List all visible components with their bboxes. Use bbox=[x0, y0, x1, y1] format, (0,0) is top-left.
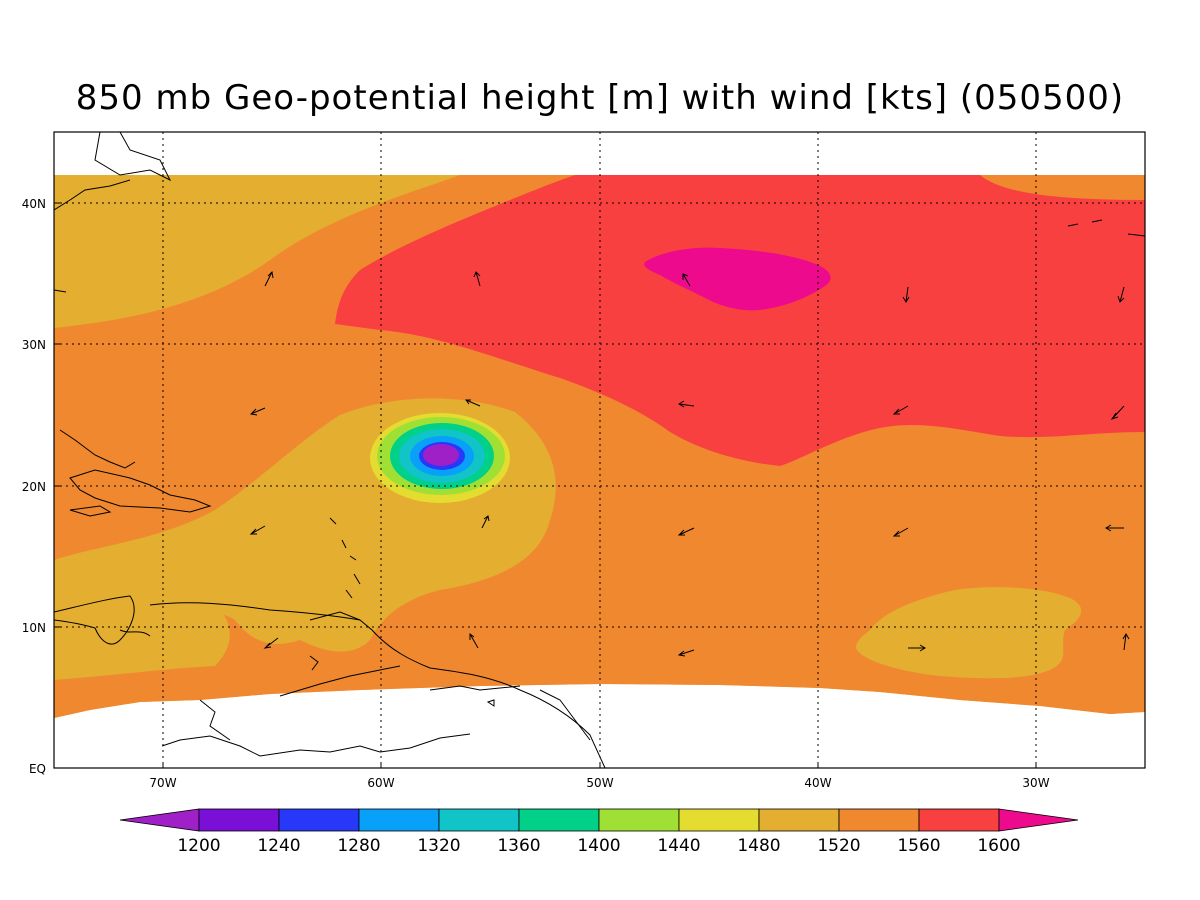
wind-vector bbox=[249, 525, 266, 535]
colorbar-level-label: 1520 bbox=[817, 836, 860, 856]
axis-ticks bbox=[54, 202, 1037, 768]
colorbar-over-triangle bbox=[998, 808, 1079, 832]
colorbar-labels: 1200 1240 1280 1320 1360 1400 1440 1480 1520 1560… bbox=[177, 836, 1020, 856]
wind-vector bbox=[473, 271, 481, 287]
wind-vector bbox=[908, 644, 926, 652]
wind-vector bbox=[1105, 524, 1124, 532]
wind-vector bbox=[263, 637, 279, 649]
colorbar-level-label: 1440 bbox=[657, 836, 700, 856]
graticule bbox=[54, 132, 1145, 768]
longitude-labels: 70W 60W 50W 40W 30W bbox=[149, 776, 1049, 790]
colorbar-swatch bbox=[918, 808, 1000, 832]
wind-vector bbox=[469, 633, 479, 649]
colorbar-swatch bbox=[358, 808, 440, 832]
wind-vector bbox=[465, 399, 481, 407]
lon-label: 60W bbox=[367, 776, 394, 790]
wind-vector bbox=[481, 515, 490, 529]
colorbar-swatch bbox=[598, 808, 680, 832]
coastlines bbox=[54, 132, 1145, 768]
band-1480-1520-east bbox=[856, 587, 1082, 679]
wind-vector bbox=[1117, 286, 1125, 303]
colorbar-level-label: 1480 bbox=[737, 836, 780, 856]
wind-vector bbox=[1122, 633, 1130, 651]
wind-vector bbox=[902, 286, 910, 303]
colorbar-swatch bbox=[438, 808, 520, 832]
wind-vector bbox=[1110, 405, 1125, 420]
colorbar-level-label: 1320 bbox=[417, 836, 460, 856]
colorbar-swatch bbox=[198, 808, 280, 832]
wind-vector bbox=[678, 400, 695, 408]
colorbar-swatch bbox=[758, 808, 840, 832]
lat-label: 10N bbox=[22, 621, 46, 635]
latitude-labels: EQ 10N 20N 30N 40N bbox=[22, 197, 46, 776]
wind-vectors bbox=[249, 270, 1130, 657]
wind-vector bbox=[682, 273, 691, 287]
band-1560-1600 bbox=[335, 175, 1145, 466]
colorbar-swatch bbox=[838, 808, 920, 832]
lon-label: 70W bbox=[149, 776, 176, 790]
colorbar-level-label: 1400 bbox=[577, 836, 620, 856]
wind-vector bbox=[677, 649, 695, 657]
low-core bbox=[423, 444, 459, 466]
lat-label: 30N bbox=[22, 338, 46, 352]
band-1600-plus bbox=[644, 247, 831, 311]
colorbar-swatch bbox=[518, 808, 600, 832]
wind-vector bbox=[892, 405, 909, 415]
wind-vector bbox=[249, 407, 266, 416]
colorbar-level-label: 1280 bbox=[337, 836, 380, 856]
lon-label: 40W bbox=[804, 776, 831, 790]
colorbar-swatch bbox=[278, 808, 360, 832]
colorbar-level-label: 1240 bbox=[257, 836, 300, 856]
wind-vector bbox=[892, 527, 909, 537]
colorbar-level-label: 1560 bbox=[897, 836, 940, 856]
lat-label: 40N bbox=[22, 197, 46, 211]
colorbar-level-label: 1600 bbox=[977, 836, 1020, 856]
wind-vector bbox=[677, 527, 695, 536]
page-title: 850 mb Geo-potential height [m] with win… bbox=[75, 78, 1125, 118]
colorbar bbox=[119, 808, 1079, 832]
lon-label: 50W bbox=[586, 776, 613, 790]
height-field bbox=[54, 132, 1145, 768]
band-1480-1520-coast bbox=[117, 642, 162, 661]
colorbar-level-label: 1200 bbox=[177, 836, 220, 856]
colorbar-level-label: 1360 bbox=[497, 836, 540, 856]
colorbar-swatch bbox=[678, 808, 760, 832]
lon-label: 30W bbox=[1022, 776, 1049, 790]
wind-vector bbox=[264, 270, 274, 287]
lat-label: EQ bbox=[29, 762, 46, 776]
colorbar-under-triangle bbox=[119, 808, 200, 832]
lat-label: 20N bbox=[22, 480, 46, 494]
